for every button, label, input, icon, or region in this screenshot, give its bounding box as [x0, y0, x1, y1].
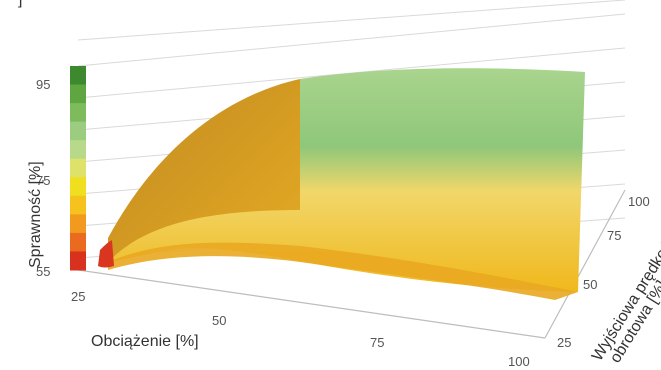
y-tick-25: 25: [557, 335, 571, 350]
y-tick-75: 75: [607, 228, 621, 243]
color-scale-segment: [70, 232, 86, 252]
color-scale-segment: [70, 140, 86, 160]
x-tick-25: 25: [71, 289, 85, 304]
y-tick-100: 100: [628, 194, 650, 209]
color-scale-segment: [70, 84, 86, 104]
x-tick-75: 75: [370, 335, 384, 350]
x-tick-100: 100: [508, 354, 530, 369]
color-scale-segment: [70, 251, 86, 271]
color-scale-segment: [70, 103, 86, 123]
color-scale-segment: [70, 195, 86, 215]
top-clipped-text: ]: [18, 0, 22, 8]
efficiency-surface: [98, 68, 585, 300]
surface-front-face: [108, 68, 585, 292]
x-axis-title: Obciążenie [%]: [91, 333, 199, 350]
z-tick-75: 75: [36, 173, 50, 188]
z-tick-55: 55: [36, 264, 50, 279]
surface-red-tip: [98, 240, 114, 268]
color-scale-bar: [70, 66, 86, 271]
color-scale-segment: [70, 214, 86, 234]
color-scale-segment: [70, 66, 86, 86]
surface-low-front: [108, 242, 578, 300]
color-scale-segment: [70, 158, 86, 178]
z-axis-title: Sprawność [%]: [27, 161, 44, 268]
x-tick-50: 50: [212, 313, 226, 328]
color-scale-segment: [70, 121, 86, 141]
color-scale-segment: [70, 177, 86, 197]
y-tick-50: 50: [583, 277, 597, 292]
z-tick-95: 95: [36, 77, 50, 92]
